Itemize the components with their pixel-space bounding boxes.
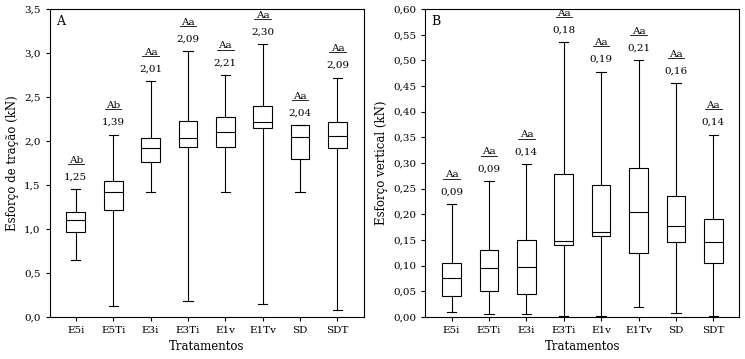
- PathPatch shape: [517, 240, 536, 294]
- Text: 2,09: 2,09: [177, 34, 200, 43]
- Y-axis label: Esforço vertical (kN): Esforço vertical (kN): [375, 101, 387, 225]
- Text: 2,30: 2,30: [251, 28, 274, 37]
- Text: B: B: [432, 15, 441, 28]
- Text: Aa: Aa: [706, 101, 720, 110]
- Text: Aa: Aa: [144, 47, 157, 57]
- Text: Ab: Ab: [106, 101, 120, 110]
- Text: 1,39: 1,39: [101, 118, 124, 127]
- Text: 1,25: 1,25: [64, 173, 87, 182]
- Text: Aa: Aa: [557, 9, 571, 18]
- Text: Aa: Aa: [519, 130, 533, 139]
- PathPatch shape: [104, 181, 122, 210]
- PathPatch shape: [291, 125, 309, 159]
- Text: 2,21: 2,21: [214, 58, 237, 67]
- PathPatch shape: [328, 122, 347, 148]
- Text: 2,04: 2,04: [288, 108, 311, 117]
- PathPatch shape: [443, 263, 461, 296]
- PathPatch shape: [592, 185, 610, 236]
- PathPatch shape: [66, 212, 85, 232]
- Text: 0,09: 0,09: [440, 187, 463, 196]
- Text: Aa: Aa: [632, 27, 645, 36]
- Text: 0,14: 0,14: [515, 147, 538, 156]
- PathPatch shape: [142, 138, 160, 162]
- PathPatch shape: [704, 219, 723, 263]
- Text: Ab: Ab: [69, 156, 83, 165]
- Text: 0,21: 0,21: [627, 44, 650, 53]
- Text: 2,01: 2,01: [139, 65, 162, 74]
- Text: 0,09: 0,09: [478, 164, 501, 173]
- Text: 0,14: 0,14: [702, 118, 725, 127]
- X-axis label: Tratamentos: Tratamentos: [169, 340, 244, 354]
- Text: 0,19: 0,19: [589, 55, 612, 64]
- Text: 2,09: 2,09: [326, 61, 349, 70]
- PathPatch shape: [480, 250, 498, 291]
- PathPatch shape: [667, 196, 685, 242]
- Text: Aa: Aa: [218, 41, 232, 50]
- Text: Aa: Aa: [669, 50, 682, 59]
- PathPatch shape: [179, 121, 197, 147]
- Text: Aa: Aa: [256, 11, 270, 20]
- Text: 0,18: 0,18: [552, 26, 575, 35]
- Text: Aa: Aa: [482, 147, 496, 156]
- PathPatch shape: [554, 174, 573, 245]
- Text: Aa: Aa: [595, 38, 608, 47]
- Text: 0,16: 0,16: [665, 67, 688, 76]
- Text: Aa: Aa: [294, 92, 307, 101]
- Text: Aa: Aa: [445, 171, 458, 180]
- PathPatch shape: [216, 117, 235, 147]
- PathPatch shape: [253, 106, 272, 128]
- PathPatch shape: [630, 168, 648, 253]
- Y-axis label: Esforço de tração (kN): Esforço de tração (kN): [5, 95, 19, 231]
- Text: Aa: Aa: [331, 44, 344, 53]
- Text: A: A: [56, 15, 65, 28]
- X-axis label: Tratamentos: Tratamentos: [545, 340, 620, 354]
- Text: Aa: Aa: [181, 18, 194, 27]
